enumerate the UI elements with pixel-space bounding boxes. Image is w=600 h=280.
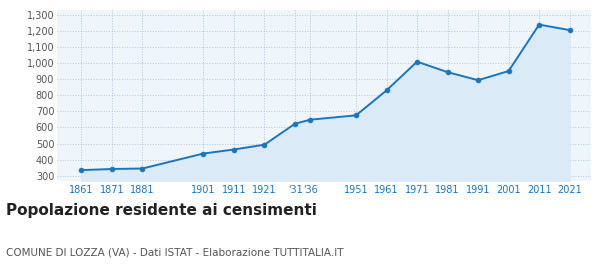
Text: Popolazione residente ai censimenti: Popolazione residente ai censimenti [6, 203, 317, 218]
Text: COMUNE DI LOZZA (VA) - Dati ISTAT - Elaborazione TUTTITALIA.IT: COMUNE DI LOZZA (VA) - Dati ISTAT - Elab… [6, 248, 343, 258]
